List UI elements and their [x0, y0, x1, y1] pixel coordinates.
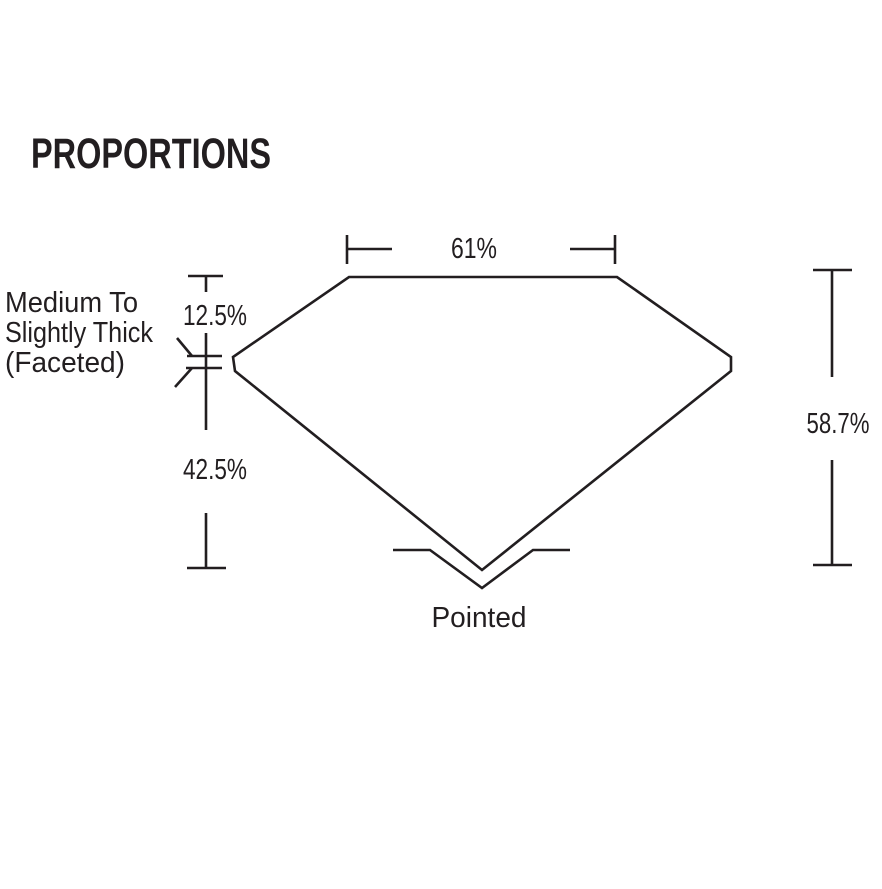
girdle-callout: Medium To Slightly Thick (Faceted)	[5, 287, 222, 388]
girdle-label-line-3: (Faceted)	[5, 347, 125, 379]
girdle-label-line-2: Slightly Thick	[5, 317, 153, 349]
pavilion-depth-dimension: 42.5%	[183, 454, 247, 570]
diamond-outline	[231, 275, 733, 572]
girdle-label-line-1: Medium To	[5, 287, 138, 319]
page-title: PROPORTIONS	[31, 130, 271, 178]
pavilion-depth-label: 42.5%	[183, 454, 247, 486]
table-width-label: 61%	[451, 233, 497, 265]
total-depth-dimension: 58.7%	[807, 268, 870, 567]
girdle-leader-bottom	[174, 367, 193, 388]
crown-height-label: 12.5%	[183, 300, 247, 332]
girdle-leader-top	[176, 337, 193, 357]
total-depth-label: 58.7%	[807, 408, 870, 440]
culet-label: Pointed	[432, 602, 527, 634]
culet-callout: Pointed	[393, 548, 570, 634]
culet-bracket	[393, 548, 570, 590]
crown-height-dimension: 12.5%	[183, 274, 247, 430]
table-width-dimension: 61%	[345, 233, 617, 265]
